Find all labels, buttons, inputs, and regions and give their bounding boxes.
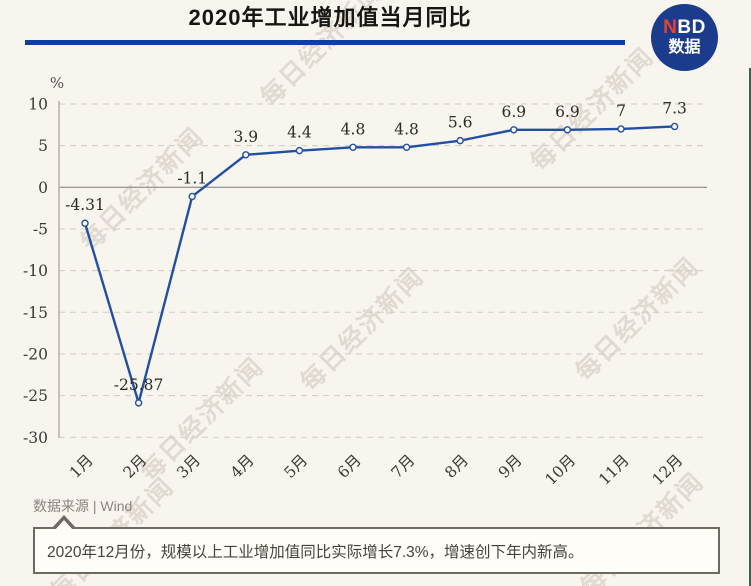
svg-text:6.9: 6.9 <box>501 103 526 121</box>
svg-text:11月: 11月 <box>595 451 633 489</box>
svg-text:-25.87: -25.87 <box>114 376 164 394</box>
svg-text:3月: 3月 <box>173 451 204 482</box>
page-title: 2020年工业增加值当月同比 <box>188 5 472 30</box>
caption-text: 2020年12月份，规模以上工业增加值同比实际增长7.3%，增速创下年内新高。 <box>47 543 584 561</box>
svg-text:7.3: 7.3 <box>662 99 687 117</box>
svg-text:12月: 12月 <box>649 451 687 489</box>
svg-text:%: % <box>50 74 64 92</box>
svg-text:-1.1: -1.1 <box>177 169 207 187</box>
nbd-logo-brand: NBD <box>663 17 706 38</box>
svg-text:-20: -20 <box>23 345 48 363</box>
svg-text:4月: 4月 <box>227 451 258 482</box>
svg-text:2月: 2月 <box>120 451 151 482</box>
svg-text:-4.31: -4.31 <box>65 196 105 214</box>
svg-text:-30: -30 <box>23 429 48 447</box>
watermark-text: 每日经济新闻 <box>570 252 705 387</box>
svg-text:-5: -5 <box>33 220 48 238</box>
watermark-text: 每日经济新闻 <box>525 42 660 177</box>
svg-text:9月: 9月 <box>495 451 526 482</box>
watermark-text: 每日经济新闻 <box>295 262 430 397</box>
svg-text:10月: 10月 <box>542 451 580 489</box>
svg-text:7: 7 <box>616 102 626 120</box>
svg-text:5月: 5月 <box>281 451 312 482</box>
svg-text:-10: -10 <box>23 262 48 280</box>
svg-text:4.8: 4.8 <box>341 120 366 138</box>
svg-text:10: 10 <box>28 95 48 113</box>
nbd-logo-subtitle: 数据 <box>668 39 701 56</box>
svg-text:3.9: 3.9 <box>233 128 258 146</box>
svg-text:5.6: 5.6 <box>448 114 473 132</box>
nbd-logo: NBD 数据 <box>651 4 718 71</box>
svg-text:-15: -15 <box>23 304 48 322</box>
svg-text:0: 0 <box>38 179 48 197</box>
title-underline-rule <box>25 40 625 45</box>
svg-text:5: 5 <box>38 137 48 155</box>
page-right-border <box>749 68 751 586</box>
caption-bubble: 2020年12月份，规模以上工业增加值同比实际增长7.3%，增速创下年内新高。 <box>33 515 720 574</box>
svg-text:-25: -25 <box>23 387 48 405</box>
svg-text:4.8: 4.8 <box>394 120 419 138</box>
watermark-text: 每日经济新闻 <box>75 122 210 257</box>
watermark-text: 每日经济新闻 <box>135 352 270 487</box>
svg-text:7月: 7月 <box>388 451 419 482</box>
svg-text:4.4: 4.4 <box>287 124 312 142</box>
svg-text:6月: 6月 <box>334 451 365 482</box>
svg-text:8月: 8月 <box>441 451 472 482</box>
svg-text:1月: 1月 <box>66 451 97 482</box>
svg-text:6.9: 6.9 <box>555 103 580 121</box>
data-source-label: 数据来源 | Wind <box>33 498 133 514</box>
